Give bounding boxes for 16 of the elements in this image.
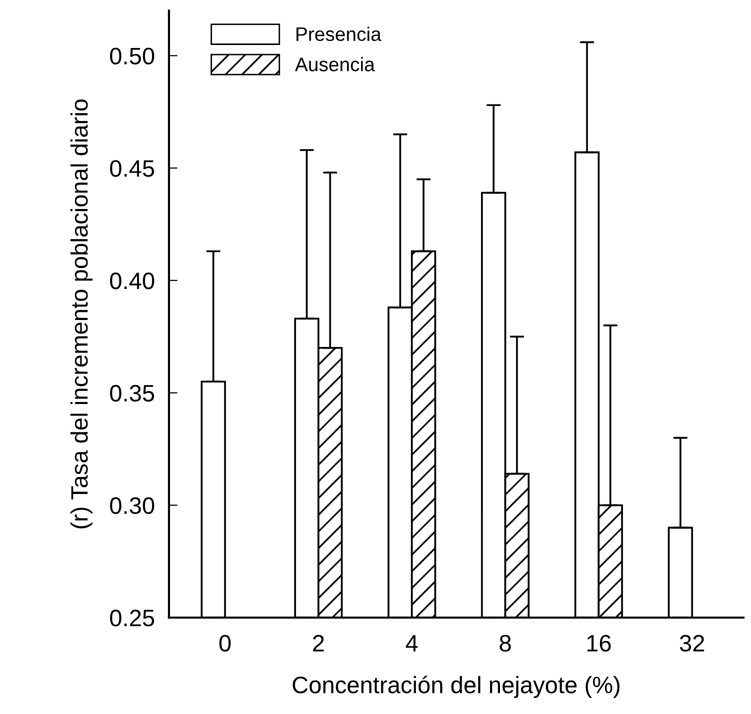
x-tick-label: 2 [313, 634, 324, 652]
x-tick-label: 16 [587, 634, 611, 652]
y-tick-label: 0.45 [110, 160, 154, 177]
y-tick-label: 0.50 [110, 48, 154, 64]
x-tick-label: 0 [219, 634, 231, 652]
legend-label: Presencia [296, 26, 382, 42]
y-tick-label: 0.25 [110, 610, 154, 626]
y-tick-label: 0.35 [110, 384, 154, 402]
x-tick-label: 32 [680, 634, 704, 652]
y-tick-label: 0.30 [110, 497, 154, 514]
x-axis-title: Concentración del nejayote (%) [292, 676, 620, 698]
legend-label: Ausencia [294, 57, 375, 72]
y-axis-title: (r) Tasa del incremento poblacional diario [70, 99, 92, 528]
x-tick-label: 8 [500, 634, 511, 652]
x-tick-label: 4 [406, 635, 418, 652]
y-tick-label: 0.40 [110, 272, 154, 290]
